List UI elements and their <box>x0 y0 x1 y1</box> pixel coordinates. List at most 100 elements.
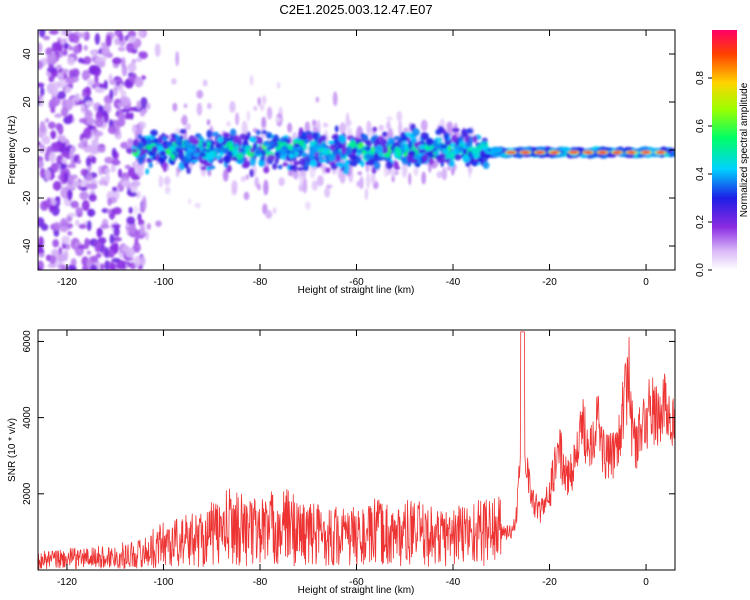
spectrogram-cell <box>83 127 92 139</box>
spectrogram-cell <box>61 235 71 245</box>
spectrogram-cell <box>174 135 181 144</box>
spectrogram-cell <box>396 110 403 122</box>
spectrogram-cell <box>117 168 123 178</box>
snr-x-tick-label: -20 <box>542 577 557 588</box>
spectrogram-cell <box>261 95 267 105</box>
spectrogram-cell <box>142 138 148 148</box>
spectrogram-cell <box>49 255 57 265</box>
spectrogram-cell <box>480 142 485 148</box>
spectrogram-cell <box>349 160 358 167</box>
spectrogram-cell <box>148 162 153 169</box>
spectrogram-cell <box>60 107 69 117</box>
spectrogram-y-tick-label: -20 <box>22 190 33 205</box>
snr-y-axis-label: SNR (10 * v/v) <box>7 418 18 482</box>
spectrogram-cell <box>65 243 71 250</box>
spectrogram-cell <box>186 147 195 153</box>
spectrogram-cell <box>117 46 126 52</box>
snr-x-tick-label: -80 <box>253 577 268 588</box>
spectrogram-cell <box>322 122 329 128</box>
spectrogram-cell <box>81 92 87 98</box>
spectrogram-cell <box>243 191 250 201</box>
spectrogram-cell <box>175 51 180 67</box>
spectrogram-cell <box>181 114 188 126</box>
spectrogram-cell <box>378 124 385 132</box>
spectrogram-cell <box>329 143 336 152</box>
spectrogram-cell <box>145 230 149 241</box>
spectrogram-cell <box>112 186 118 192</box>
spectrogram-cell <box>196 102 203 116</box>
spectrogram-cell <box>128 192 138 197</box>
spectrogram-cell <box>402 135 408 141</box>
snr-y-tick-label: 6000 <box>22 330 33 353</box>
spectrogram-y-tick-label: 0 <box>22 147 33 153</box>
spectrogram-cell <box>265 131 273 139</box>
spectrogram-cell <box>550 151 559 154</box>
spectrogram-cell <box>535 146 547 152</box>
spectrogram-cell <box>206 141 211 147</box>
spectrogram-cell <box>61 265 69 270</box>
spectrogram-cell <box>86 250 92 255</box>
spectrogram-cell <box>39 120 46 133</box>
spectrogram-cell <box>80 186 88 192</box>
spectrogram-cell <box>109 89 114 99</box>
spectrogram-cell <box>413 166 419 176</box>
spectrogram-cell <box>420 131 429 141</box>
spectrogram-cell <box>124 164 131 170</box>
spectrogram-cell <box>226 164 232 173</box>
spectrogram-cell <box>77 57 84 64</box>
spectrogram-cell <box>280 141 288 147</box>
spectrogram-cell <box>191 138 200 146</box>
spectrogram-cell <box>54 113 62 118</box>
spectrogram-cell <box>88 193 97 202</box>
spectrogram-cell <box>436 171 443 179</box>
spectrogram-cell <box>444 135 449 142</box>
spectrogram-cell <box>598 151 607 154</box>
spectrogram-cell <box>169 137 177 143</box>
spectrogram-cell <box>112 242 119 254</box>
spectrogram-cell <box>130 180 141 187</box>
spectrogram-cell <box>385 161 394 170</box>
spectrogram-cell <box>162 166 167 172</box>
spectrogram-cell <box>393 141 401 149</box>
spectrogram-cell <box>127 36 137 43</box>
spectrogram-cell <box>408 150 416 156</box>
spectrogram-cell <box>60 218 68 228</box>
spectrogram-cell <box>141 195 147 212</box>
spectrogram-cell <box>365 139 371 147</box>
spectrogram-cell <box>126 42 135 53</box>
spectrogram-cell <box>186 123 191 131</box>
spectrogram-cell <box>198 152 207 158</box>
spectrogram-cell <box>67 180 74 186</box>
spectrogram-cell <box>420 119 428 132</box>
spectrogram-cell <box>146 102 151 110</box>
spectrogram-cell <box>260 155 266 162</box>
spectrogram-cell <box>331 134 340 140</box>
spectrogram-cell <box>104 260 111 270</box>
spectrogram-cell <box>206 129 213 139</box>
spectrogram-cell <box>216 136 224 143</box>
spectrogram-cell <box>97 146 106 153</box>
spectrogram-cell <box>200 166 207 171</box>
spectrogram-cell <box>451 127 460 133</box>
spectrogram-cell <box>84 100 95 107</box>
spectrogram-cell <box>451 134 458 143</box>
spectrogram-cell <box>89 264 98 270</box>
spectrogram-cell <box>80 168 88 177</box>
spectrogram-cell <box>94 118 104 128</box>
spectrogram-cell <box>346 145 352 155</box>
spectrogram-cell <box>91 156 97 164</box>
spectrogram-x-tick-label: -20 <box>542 277 557 288</box>
spectrogram-cell <box>137 213 142 222</box>
spectrogram-cell <box>300 151 308 158</box>
spectrogram-cell <box>222 168 229 182</box>
spectrogram-cell <box>208 165 216 170</box>
spectrogram-cell <box>231 180 238 194</box>
spectrogram-cell <box>293 143 301 148</box>
spectrogram-cell <box>107 197 112 206</box>
spectrogram-cell <box>364 188 369 201</box>
spectrogram-cell <box>345 112 350 129</box>
spectrogram-cell <box>410 158 419 164</box>
spectrogram-cell <box>121 245 130 253</box>
spectrogram-cell <box>117 112 126 119</box>
spectrogram-cell <box>72 44 80 55</box>
